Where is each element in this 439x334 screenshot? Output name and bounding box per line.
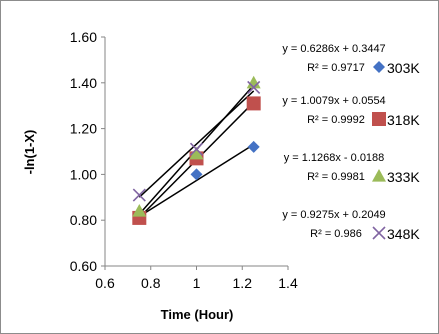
y-tick-label: 0.60 [70, 258, 97, 274]
trendline-equation: y = 0.6286x + 0.3447 [282, 43, 385, 55]
x-tick-label: 0.6 [95, 275, 115, 291]
data-point-303K [247, 140, 260, 153]
r-squared-label: R² = 0.986 [310, 228, 362, 240]
y-tick-label: 0.80 [70, 212, 97, 228]
y-tick-label: 1.20 [70, 121, 97, 137]
data-point-333K [132, 204, 147, 217]
data-point-333K [189, 146, 204, 160]
data-point-303K [190, 168, 203, 181]
legend-series-name: 318K [387, 112, 420, 128]
x-axis-title: Time (Hour) [161, 307, 234, 322]
x-tick-label: 1.2 [233, 275, 253, 291]
legend-marker-318K [372, 112, 386, 126]
data-point-348K [247, 80, 261, 94]
x-tick-label: 0.8 [141, 275, 161, 291]
r-squared-label: R² = 0.9992 [307, 114, 365, 126]
x-tick-label: 1.4 [278, 275, 298, 291]
data-point-348K [189, 142, 204, 156]
legend-marker-348K [372, 226, 386, 240]
trendline-equation: y = 1.0079x + 0.0554 [282, 95, 385, 107]
legend-series-name: 303K [387, 60, 420, 76]
data-point-318K [246, 96, 261, 111]
y-tick-label: 1.40 [70, 75, 97, 91]
legend-marker-303K [373, 61, 385, 73]
legend-series-name: 348K [387, 226, 420, 242]
legend-marker-333K [372, 169, 386, 182]
tick-labels: 0.60 0.80 1.00 1.20 1.40 1.60 0.6 0.8 1 1.2 1.4 [70, 29, 298, 291]
y-tick-label: 1.00 [70, 166, 97, 182]
data-markers [132, 75, 261, 225]
trendline-303K [138, 143, 255, 218]
x-tick-label: 1 [193, 275, 201, 291]
r-squared-label: R² = 0.9717 [307, 62, 365, 74]
y-axis-title: -ln(1-X) [22, 130, 37, 175]
trendline-equation: y = 0.9275x + 0.2049 [282, 209, 385, 221]
legend-series-name: 333K [387, 169, 420, 185]
data-point-333K [246, 75, 261, 89]
legend: y = 0.6286x + 0.3447 R² = 0.9717 303K y = 1… [282, 43, 420, 242]
trendline-348K [138, 90, 255, 198]
y-tick-label: 1.60 [70, 29, 97, 45]
trendline-equation: y = 1.1268x - 0.0188 [284, 152, 385, 164]
r-squared-label: R² = 0.9981 [307, 171, 365, 183]
data-point-348K [132, 188, 146, 202]
